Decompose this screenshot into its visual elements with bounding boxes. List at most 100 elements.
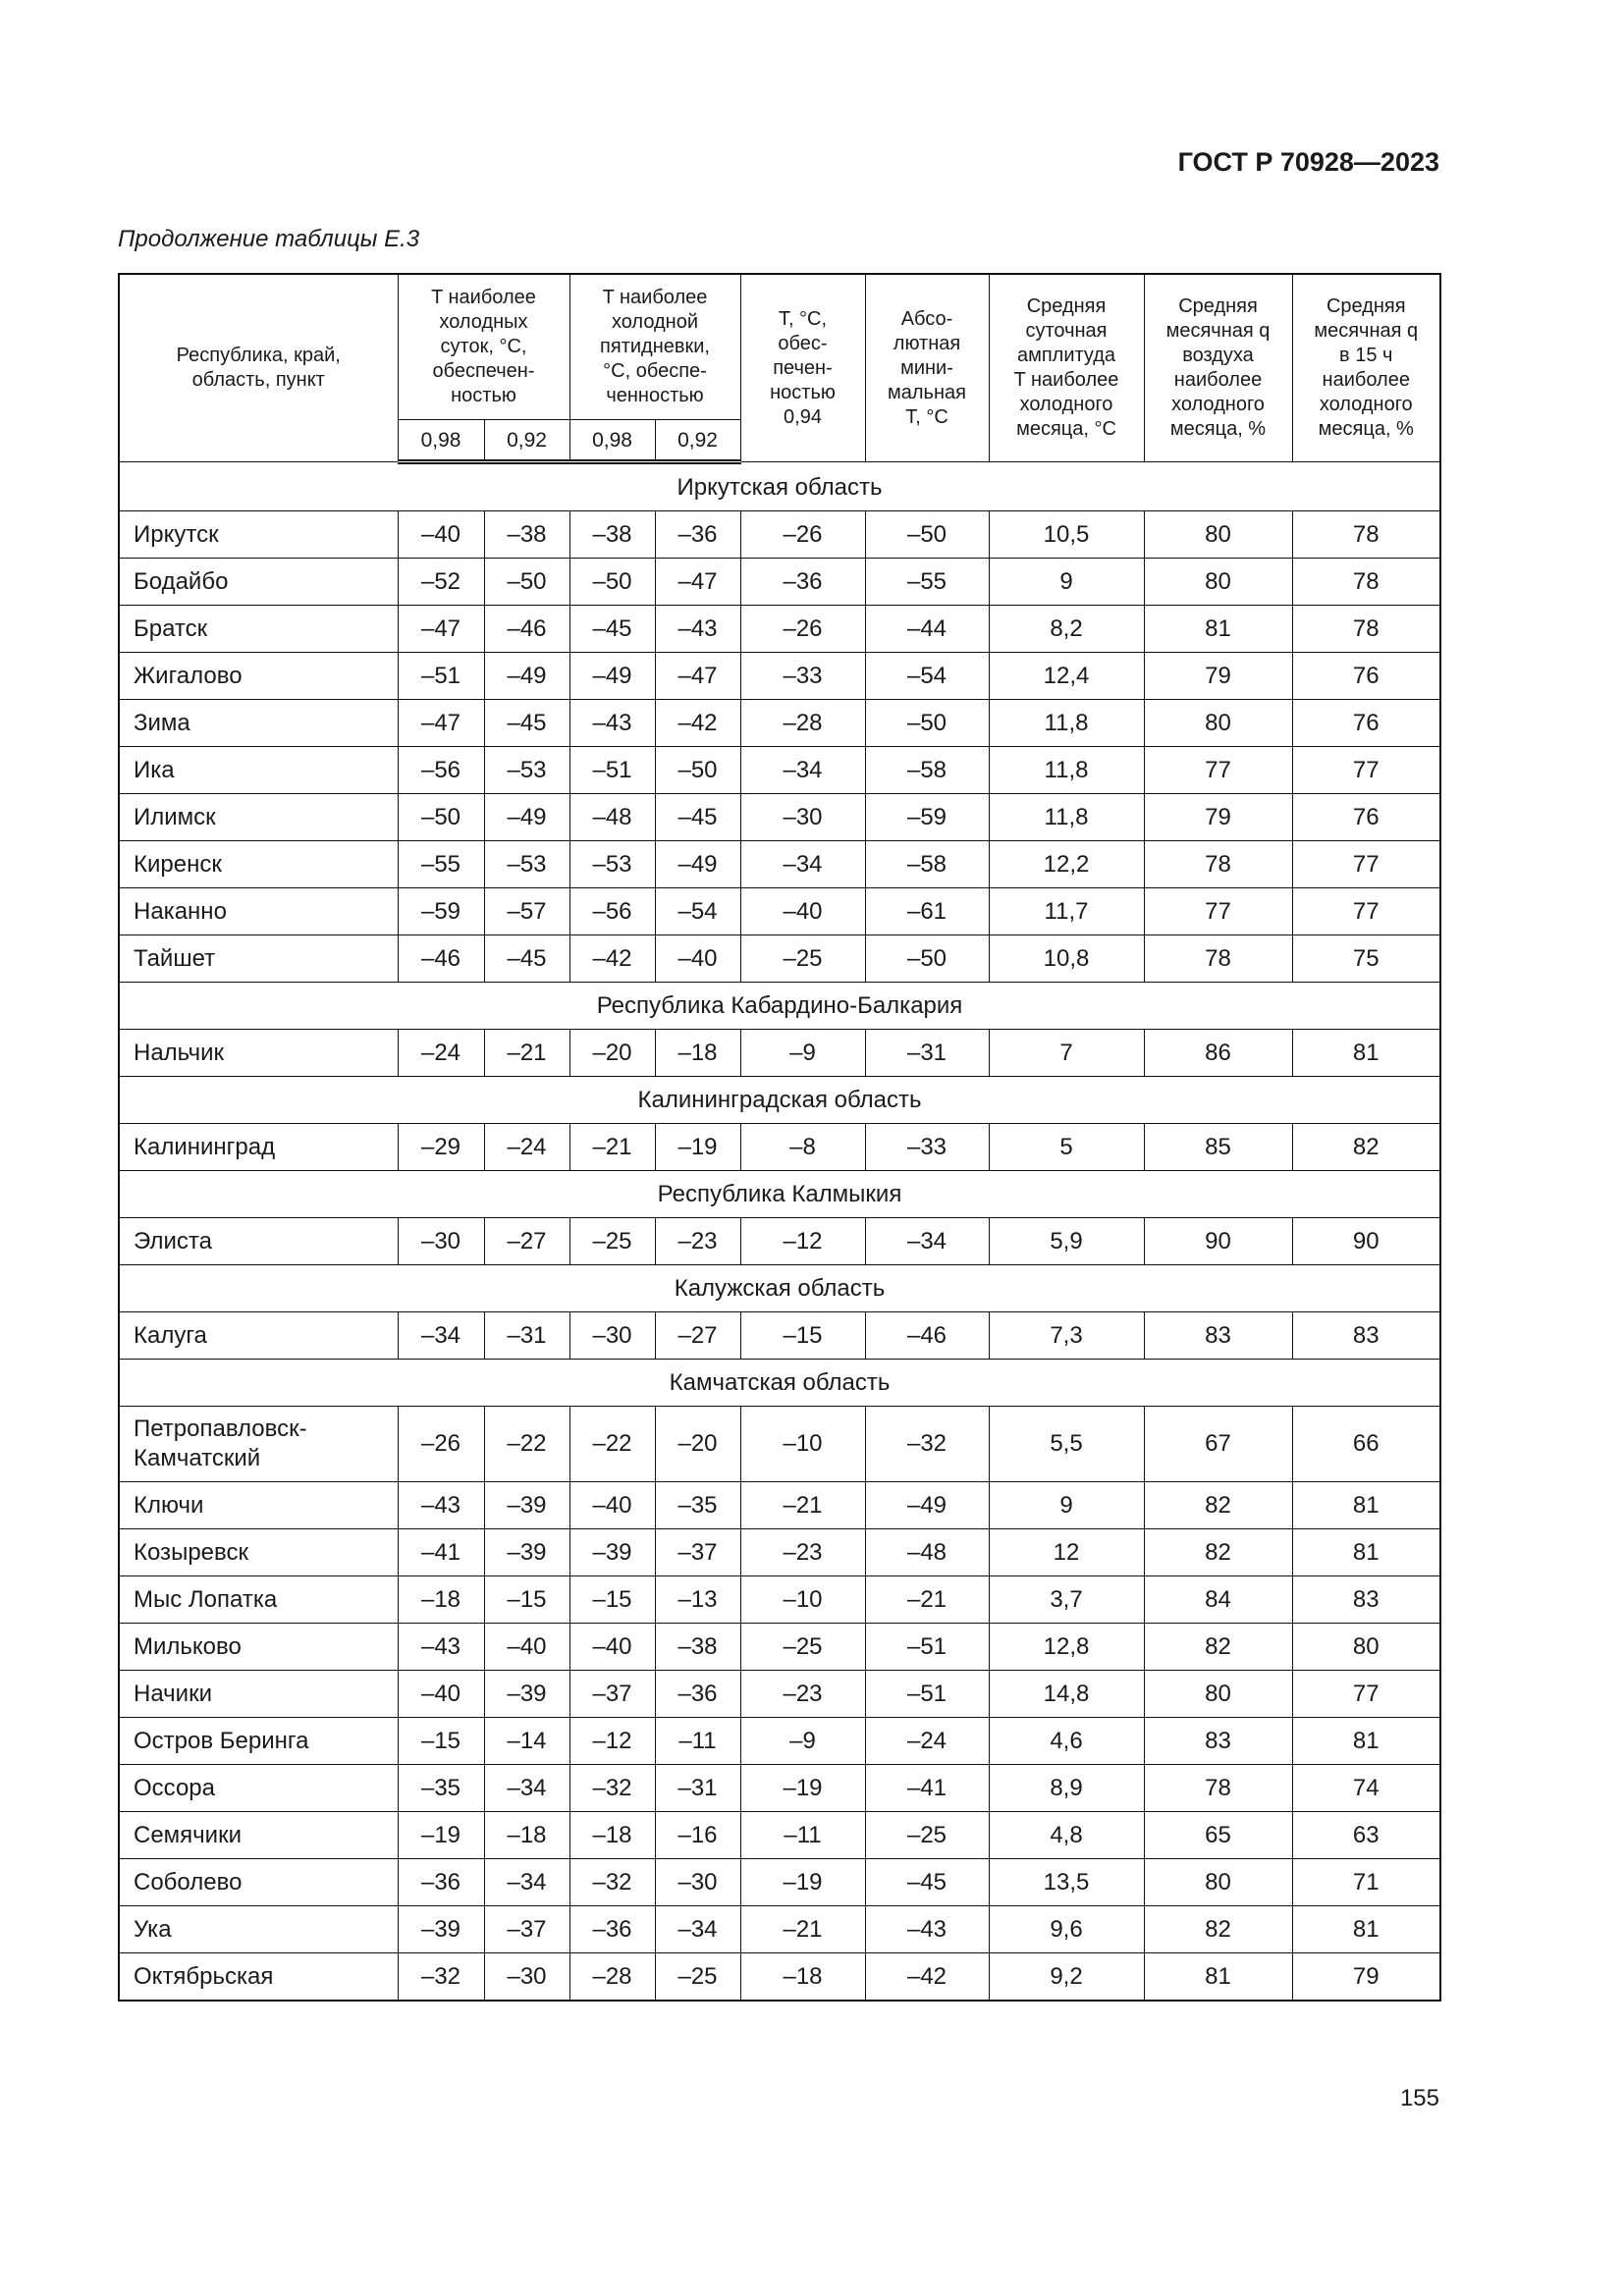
cell-value: –25 [654, 1952, 741, 2002]
cell-value: 4,8 [988, 1811, 1145, 1859]
cell-value: –45 [568, 605, 656, 653]
column-header: T наиболее холодных суток, °C, обеспечен… [397, 273, 570, 420]
cell-value: –49 [864, 1481, 990, 1529]
column-header: Абсо- лютная мини- мальная T, °C [864, 273, 990, 462]
location-name: Остров Беринга [118, 1717, 399, 1765]
cell-value: –34 [483, 1858, 570, 1906]
cell-value: 12,2 [988, 840, 1145, 888]
cell-value: –34 [739, 746, 866, 794]
location-name: Соболево [118, 1858, 399, 1906]
cell-value: 4,6 [988, 1717, 1145, 1765]
cell-value: –22 [568, 1406, 656, 1482]
cell-value: –26 [739, 605, 866, 653]
section-title: Иркутская область [118, 461, 1441, 511]
cell-value: –19 [654, 1123, 741, 1171]
cell-value: –10 [739, 1406, 866, 1482]
section-row: Камчатская область [118, 1359, 1441, 1407]
cell-value: –56 [568, 887, 656, 935]
cell-value: –52 [397, 558, 485, 606]
cell-value: –11 [654, 1717, 741, 1765]
cell-value: –32 [397, 1952, 485, 2002]
cell-value: 86 [1143, 1029, 1293, 1077]
cell-value: 10,8 [988, 934, 1145, 983]
cell-value: –37 [654, 1528, 741, 1576]
cell-value: –51 [864, 1670, 990, 1718]
cell-value: –45 [483, 699, 570, 747]
cell-value: –34 [739, 840, 866, 888]
cell-value: 7 [988, 1029, 1145, 1077]
cell-value: 81 [1291, 1029, 1441, 1077]
data-row: Илимск –50 –49 –48 –45 –30 –59 11,8 79 76 [118, 793, 1441, 841]
cell-value: –61 [864, 887, 990, 935]
cell-value: –49 [483, 652, 570, 700]
cell-value: –49 [654, 840, 741, 888]
cell-value: –47 [654, 558, 741, 606]
cell-value: –18 [568, 1811, 656, 1859]
cell-value: –56 [397, 746, 485, 794]
location-name: Зима [118, 699, 399, 747]
cell-value: –8 [739, 1123, 866, 1171]
cell-value: 82 [1143, 1623, 1293, 1671]
location-name: Братск [118, 605, 399, 653]
location-name: Козыревск [118, 1528, 399, 1576]
cell-value: –51 [568, 746, 656, 794]
cell-value: –13 [654, 1575, 741, 1624]
location-name: Жигалово [118, 652, 399, 700]
data-row: Семячики –19 –18 –18 –16 –11 –25 4,8 65 63 [118, 1811, 1441, 1859]
column-header: Республика, край, область, пункт [118, 273, 399, 462]
cell-value: –23 [739, 1528, 866, 1576]
cell-value: –51 [864, 1623, 990, 1671]
cell-value: –21 [568, 1123, 656, 1171]
cell-value: 12 [988, 1528, 1145, 1576]
location-name: Октябрьская [118, 1952, 399, 2002]
cell-value: 82 [1291, 1123, 1441, 1171]
cell-value: –25 [739, 934, 866, 983]
data-row: Наканно –59 –57 –56 –54 –40 –61 11,7 77 77 [118, 887, 1441, 935]
cell-value: 74 [1291, 1764, 1441, 1812]
section-title: Республика Калмыкия [118, 1170, 1441, 1218]
cell-value: –55 [397, 840, 485, 888]
cell-value: –40 [568, 1623, 656, 1671]
cell-value: –38 [483, 510, 570, 559]
standard-code: ГОСТ Р 70928—2023 [1177, 147, 1439, 177]
cell-value: –15 [568, 1575, 656, 1624]
cell-value: –23 [739, 1670, 866, 1718]
cell-value: –25 [739, 1623, 866, 1671]
section-row: Иркутская область [118, 461, 1441, 511]
cell-value: –19 [739, 1764, 866, 1812]
cell-value: –21 [483, 1029, 570, 1077]
cell-value: –30 [483, 1952, 570, 2002]
cell-value: –48 [864, 1528, 990, 1576]
data-row: Жигалово –51 –49 –49 –47 –33 –54 12,4 79 76 [118, 652, 1441, 700]
cell-value: 75 [1291, 934, 1441, 983]
cell-value: 80 [1143, 1858, 1293, 1906]
cell-value: –15 [739, 1311, 866, 1360]
cell-value: 78 [1143, 934, 1293, 983]
cell-value: –11 [739, 1811, 866, 1859]
cell-value: 76 [1291, 652, 1441, 700]
cell-value: –26 [739, 510, 866, 559]
data-row: Братск –47 –46 –45 –43 –26 –44 8,2 81 78 [118, 605, 1441, 653]
cell-value: 11,8 [988, 793, 1145, 841]
cell-value: 78 [1291, 558, 1441, 606]
cell-value: –36 [739, 558, 866, 606]
location-name: Мильково [118, 1623, 399, 1671]
cell-value: –18 [739, 1952, 866, 2002]
data-row: Начики –40 –39 –37 –36 –23 –51 14,8 80 77 [118, 1670, 1441, 1718]
cell-value: –35 [654, 1481, 741, 1529]
cell-value: 78 [1143, 840, 1293, 888]
cell-value: 11,8 [988, 699, 1145, 747]
cell-value: 9,2 [988, 1952, 1145, 2002]
data-row: Соболево –36 –34 –32 –30 –19 –45 13,5 80 71 [118, 1858, 1441, 1906]
cell-value: –12 [568, 1717, 656, 1765]
cell-value: 81 [1291, 1717, 1441, 1765]
cell-value: 83 [1291, 1575, 1441, 1624]
table-caption: Продолжение таблицы Е.3 [118, 226, 420, 252]
cell-value: 90 [1291, 1217, 1441, 1265]
cell-value: –24 [864, 1717, 990, 1765]
cell-value: –39 [483, 1670, 570, 1718]
section-title: Калужская область [118, 1264, 1441, 1312]
cell-value: –39 [568, 1528, 656, 1576]
cell-value: –42 [864, 1952, 990, 2002]
location-name: Бодайбо [118, 558, 399, 606]
